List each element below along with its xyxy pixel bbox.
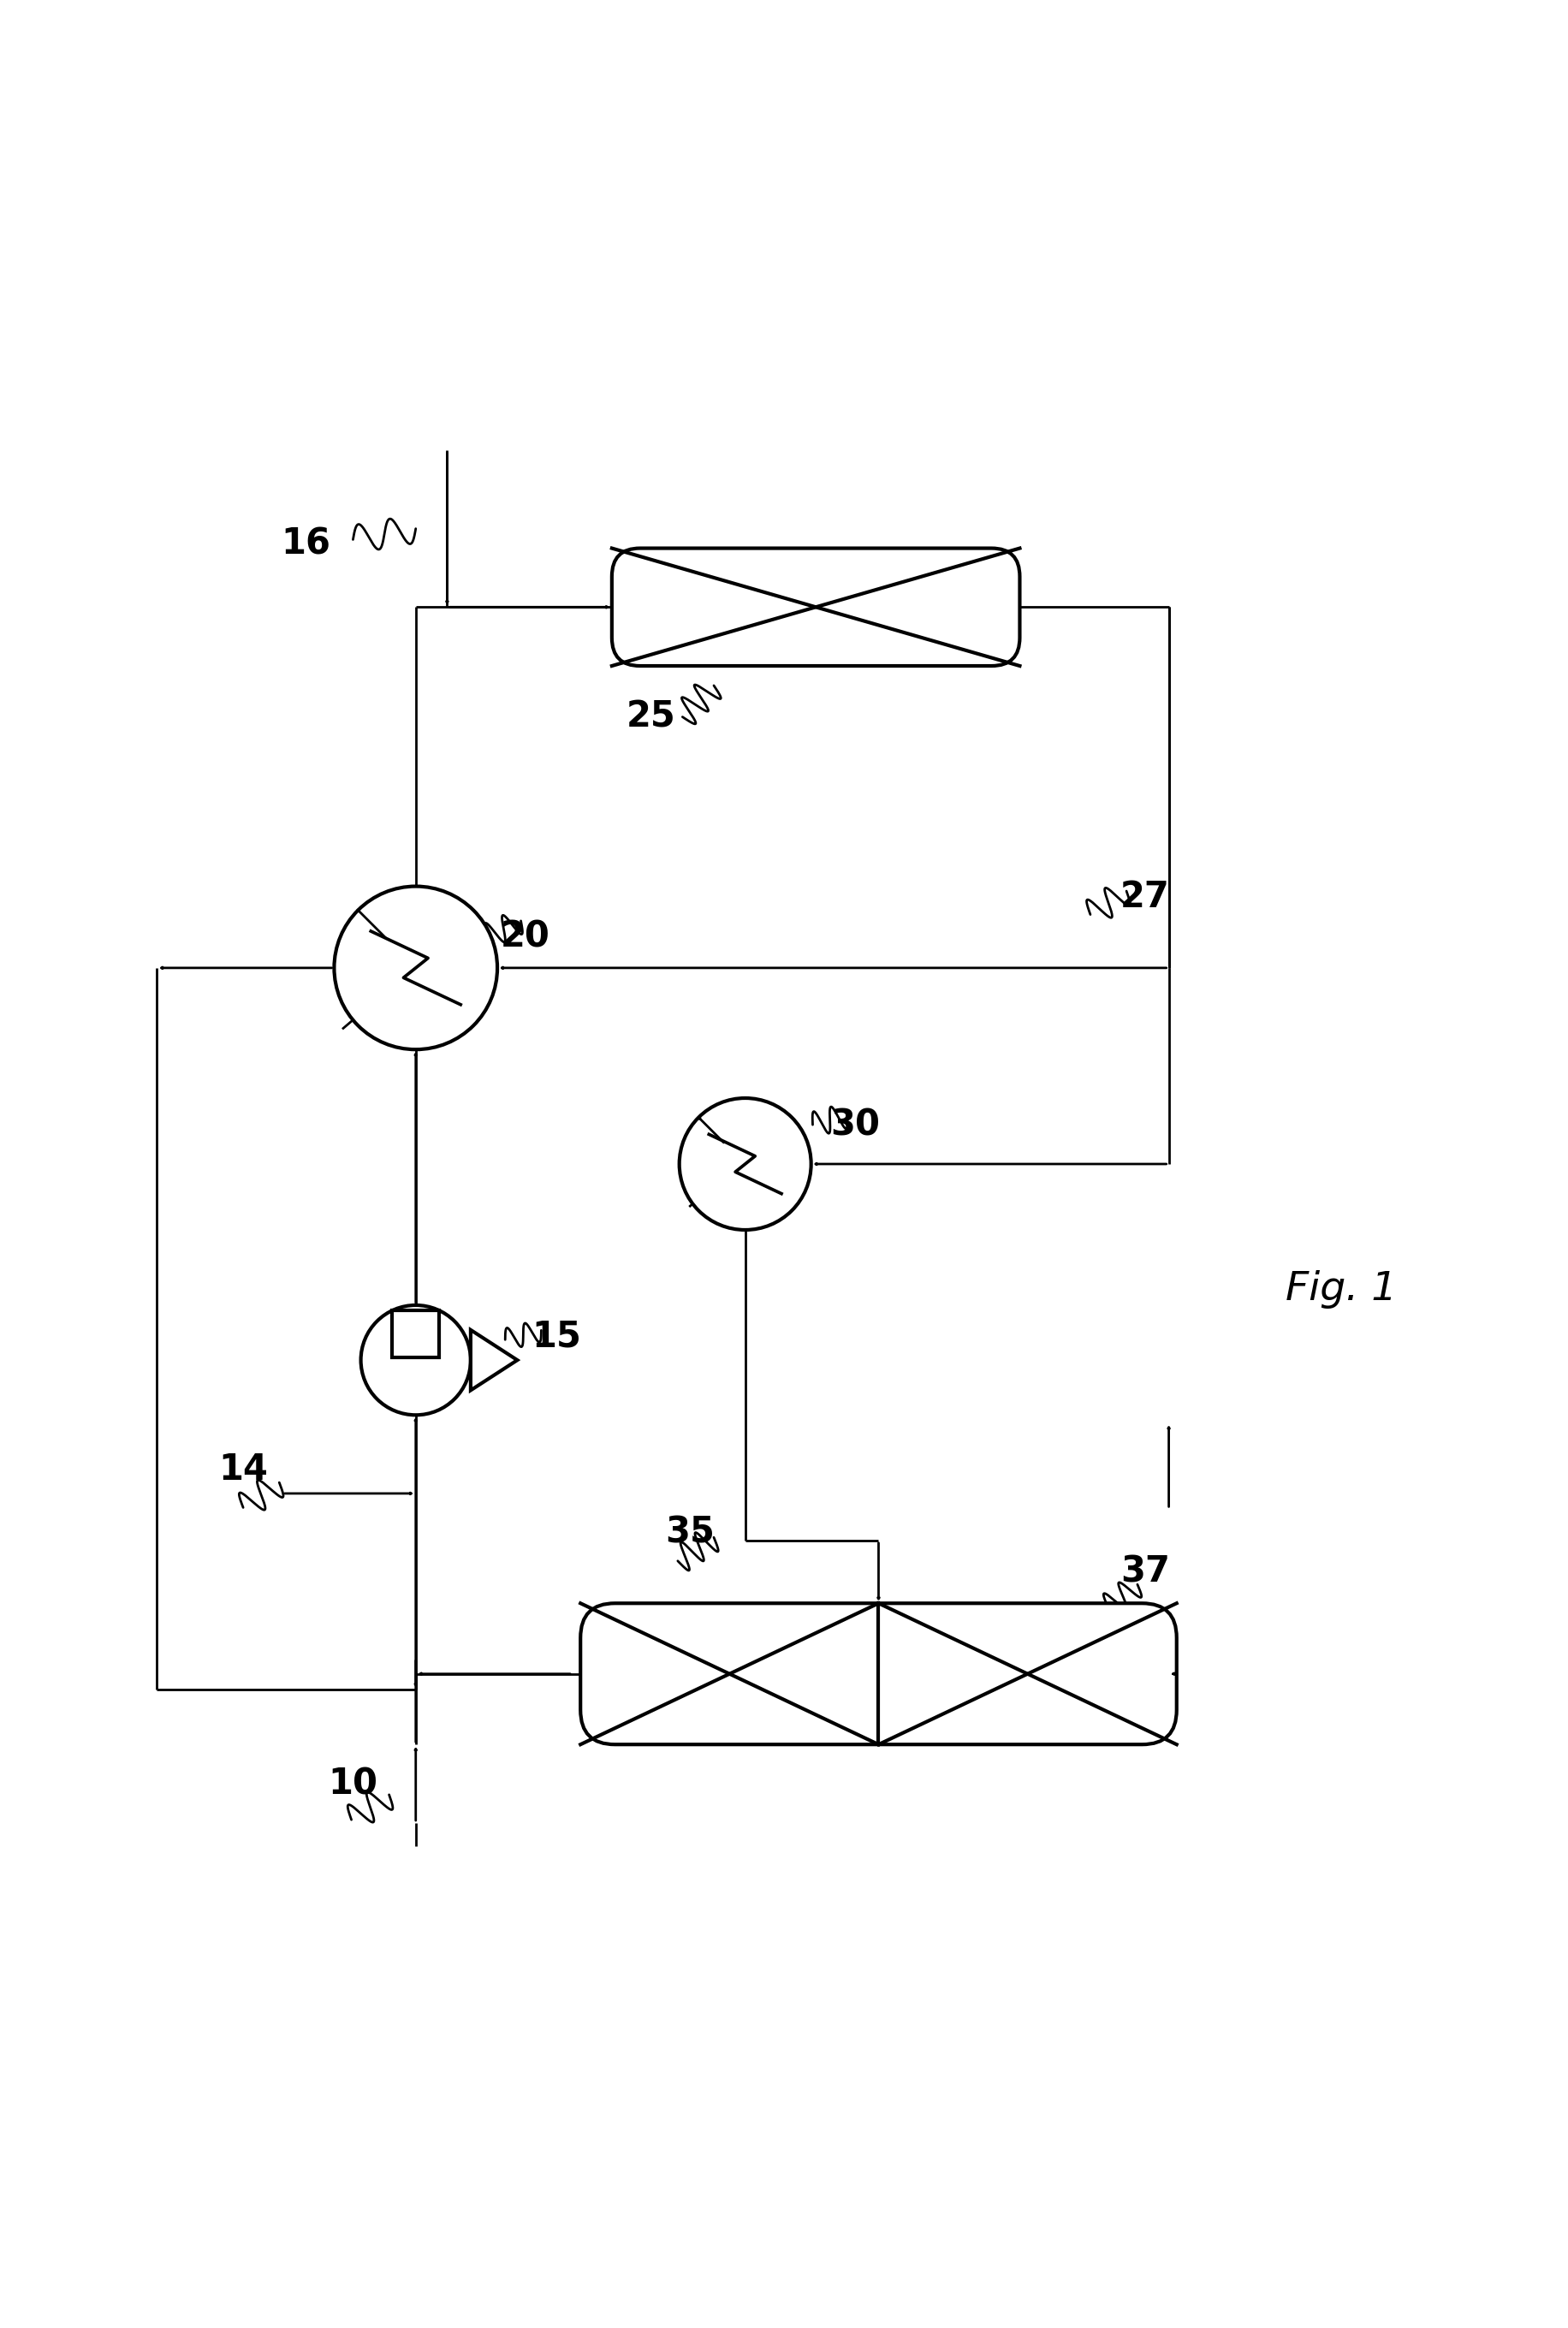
Text: 16: 16	[281, 526, 331, 563]
FancyBboxPatch shape	[580, 1604, 1176, 1744]
Text: 25: 25	[626, 698, 676, 736]
Bar	[392, 1311, 439, 1357]
Text: Fig. 1: Fig. 1	[1284, 1271, 1397, 1308]
Circle shape	[334, 887, 497, 1050]
Text: 37: 37	[1120, 1553, 1170, 1590]
Text: 30: 30	[829, 1106, 880, 1143]
Polygon shape	[470, 1329, 517, 1390]
FancyBboxPatch shape	[612, 547, 1019, 666]
Text: 27: 27	[1120, 880, 1170, 915]
Text: 15: 15	[532, 1318, 582, 1355]
Text: 10: 10	[328, 1765, 378, 1802]
Text: 14: 14	[218, 1453, 268, 1488]
Text: 35: 35	[665, 1516, 715, 1550]
Text: 20: 20	[500, 920, 550, 954]
Circle shape	[679, 1099, 811, 1229]
Circle shape	[361, 1306, 470, 1415]
